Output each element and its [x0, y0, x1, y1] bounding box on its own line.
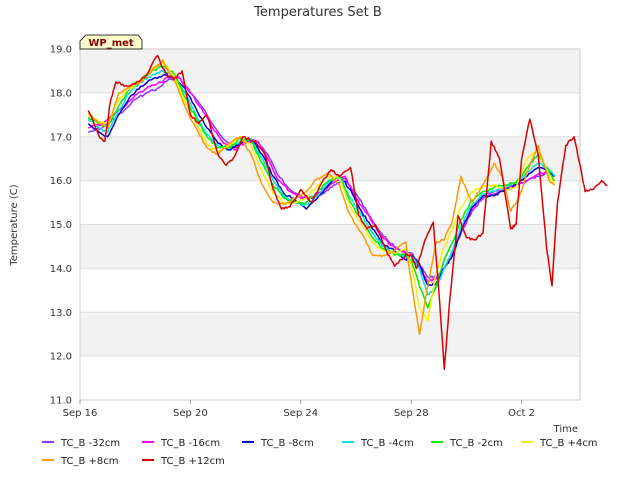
plot-band [80, 268, 580, 313]
x-tick-label: Sep 28 [394, 408, 429, 419]
legend-label: TC_B -32cm [60, 438, 120, 449]
series-lines [87, 54, 608, 371]
y-tick-label: 13.0 [50, 308, 72, 319]
badge-label: WP_met [88, 38, 134, 49]
y-tick-label: 19.0 [50, 45, 72, 56]
chart-title: Temperatures Set B [253, 5, 382, 20]
y-tick-label: 18.0 [50, 88, 72, 99]
x-tick-label: Oct 2 [508, 408, 535, 419]
y-axis-ticks: 11.0 12.0 13.0 14.0 15.0 16.0 17.0 18.0 19.0 [50, 45, 72, 407]
legend-label: TC_B +8cm [60, 456, 119, 467]
plot-band [80, 92, 580, 137]
legend-label: TC_B +12cm [160, 456, 225, 467]
plot-band [80, 224, 580, 269]
plot-band [80, 356, 580, 400]
badge-shape [79, 34, 143, 50]
y-tick-label: 15.0 [50, 220, 72, 231]
legend-label: TC_B -2cm [449, 438, 503, 449]
plot-bands [80, 48, 580, 401]
x-tick-label: Sep 24 [283, 408, 318, 419]
y-tick-label: 14.0 [50, 264, 72, 275]
series-line [87, 54, 608, 371]
y-axis-label: Temperature (C) [9, 184, 20, 266]
legend-label: TC_B -8cm [260, 438, 314, 449]
legend-label: TC_B -4cm [360, 438, 414, 449]
y-tick-label: 11.0 [50, 396, 72, 407]
x-axis-ticks: Sep 16 Sep 20 Sep 24 Sep 28 Oct 2 [63, 400, 535, 419]
x-tick-label: Sep 16 [63, 408, 98, 419]
wp-met-badge: WP_met [79, 34, 143, 50]
x-axis-label: Time [553, 424, 578, 435]
x-tick-label: Sep 20 [173, 408, 208, 419]
legend-label: TC_B -16cm [160, 438, 220, 449]
y-tick-label: 12.0 [50, 352, 72, 363]
plot-band [80, 312, 580, 357]
plot-frame [79, 48, 581, 401]
plot-band [80, 136, 580, 181]
series-line [87, 59, 556, 335]
y-tick-label: 17.0 [50, 132, 72, 143]
series-line [88, 61, 556, 322]
legend-label: TC_B +4cm [539, 438, 598, 449]
legend: TC_B -32cm TC_B -16cm TC_B -8cm TC_B -4cm TC… [42, 438, 598, 467]
y-tick-label: 16.0 [50, 176, 72, 187]
